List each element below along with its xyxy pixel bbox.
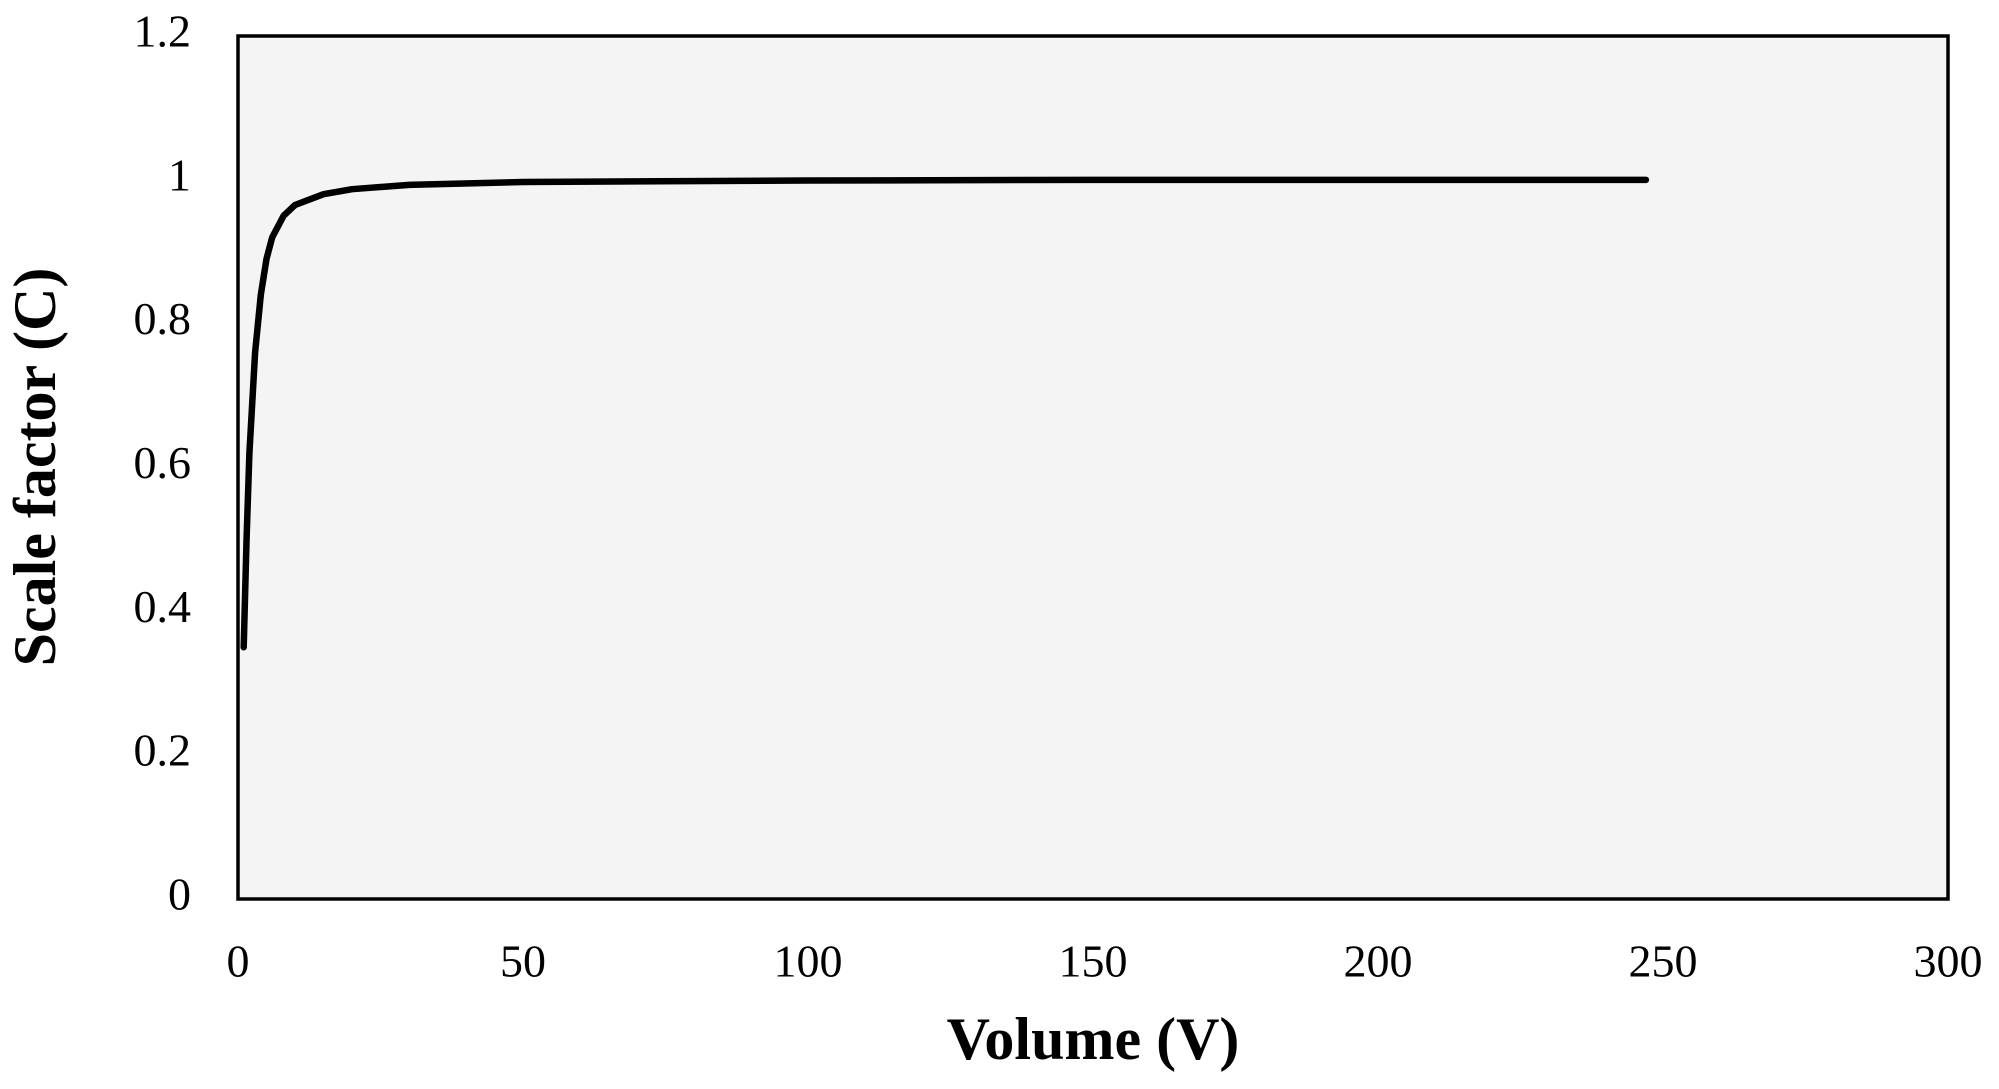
y-tick-label: 0 bbox=[168, 869, 191, 920]
x-tick-label: 300 bbox=[1914, 936, 1983, 987]
y-tick-label: 0.8 bbox=[134, 293, 192, 344]
x-tick-label: 150 bbox=[1059, 936, 1128, 987]
y-tick-label: 0.6 bbox=[134, 437, 192, 488]
x-axis-title: Volume (V) bbox=[947, 1006, 1240, 1072]
x-tick-label: 50 bbox=[500, 936, 546, 987]
x-tick-label: 250 bbox=[1629, 936, 1698, 987]
plot-frame bbox=[236, 34, 1950, 901]
y-tick-label: 1 bbox=[168, 149, 191, 200]
x-tick-label: 100 bbox=[774, 936, 843, 987]
x-tick-label: 200 bbox=[1344, 936, 1413, 987]
y-tick-label: 0.4 bbox=[134, 581, 192, 632]
y-tick-label: 1.2 bbox=[134, 6, 192, 57]
data-line bbox=[240, 176, 1650, 651]
y-axis-title: Scale factor (C) bbox=[2, 268, 68, 667]
y-tick-label: 0.2 bbox=[134, 725, 192, 776]
plot-area bbox=[238, 36, 1948, 899]
x-tick-label: 0 bbox=[227, 936, 250, 987]
